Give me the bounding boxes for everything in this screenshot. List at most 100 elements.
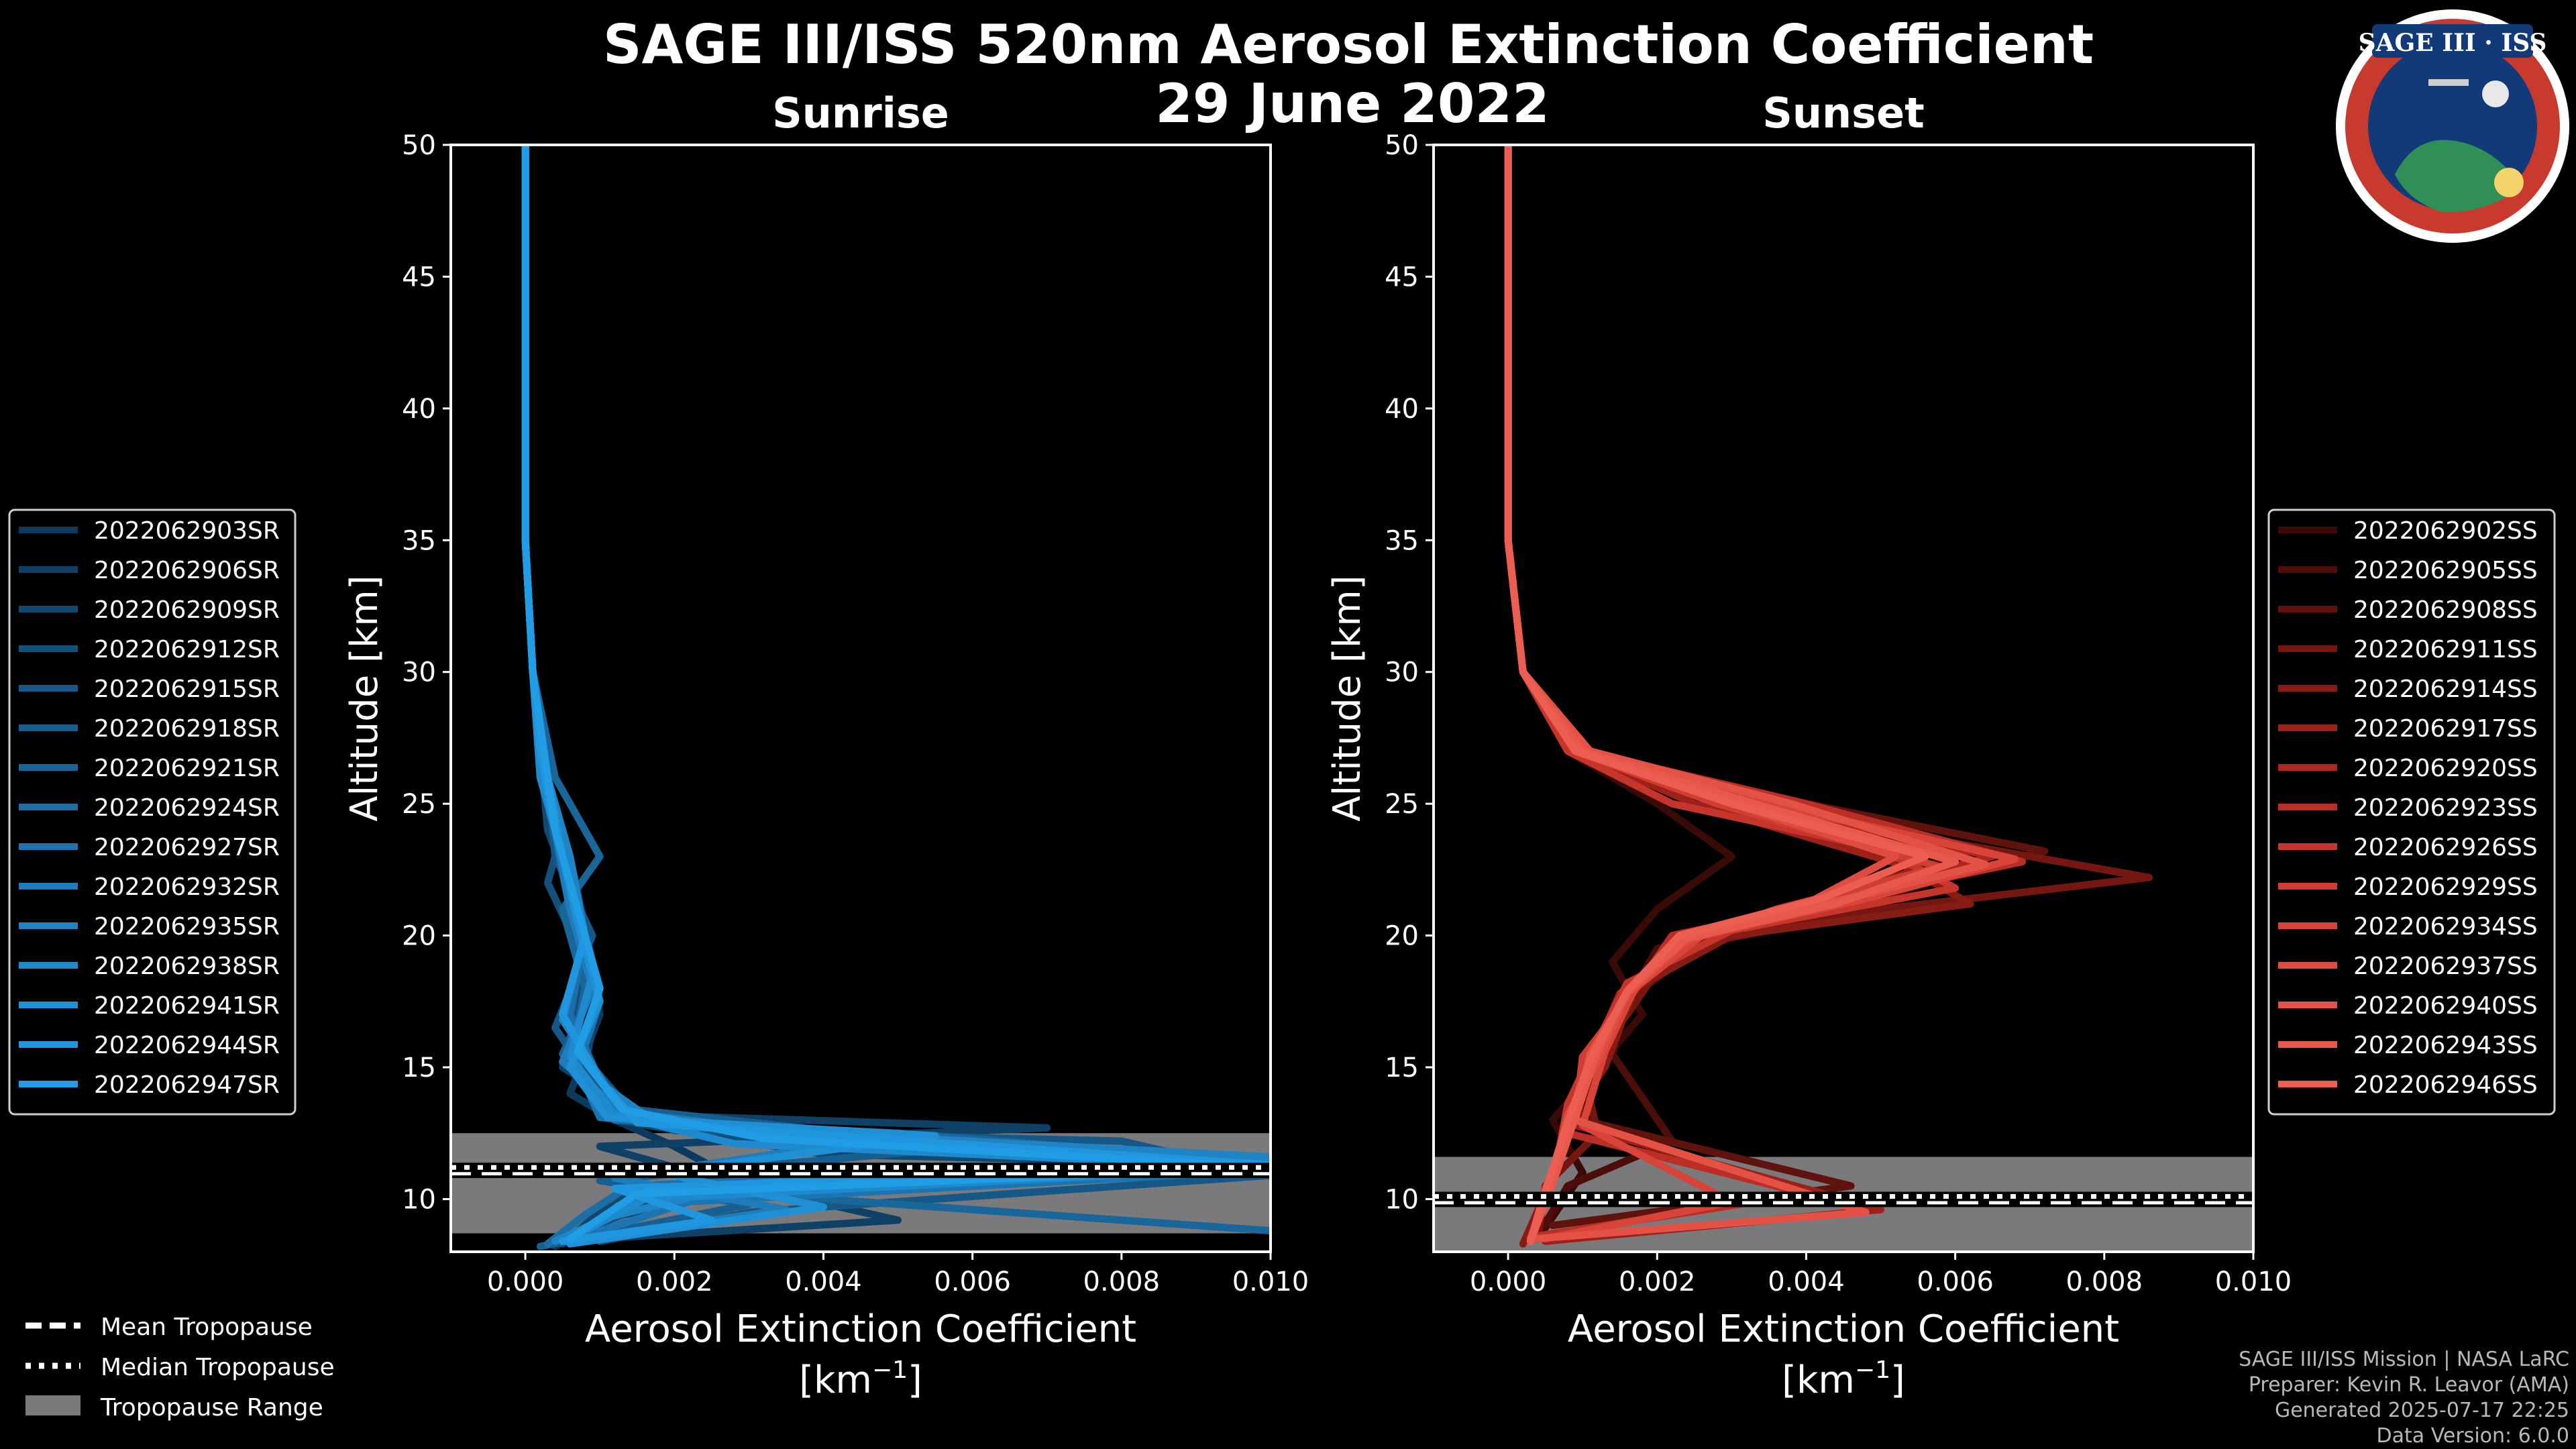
mean-tropopause-label: Mean Tropopause [101, 1313, 313, 1341]
sunset-legend-label: 2022062929SS [2353, 873, 2538, 901]
badge-banner [2372, 24, 2533, 58]
sunrise-panel: Sunrise 10 15 20 25 30 35 40 45 50 0.000 0.002 0.004… [343, 89, 1309, 1402]
sunset-legend-label: 2022062905SS [2353, 557, 2538, 584]
sunset-legend-label: 2022062908SS [2353, 596, 2538, 624]
sunset-legend-label: 2022062946SS [2353, 1071, 2538, 1099]
sunrise-xlabel-unit-base: [km [799, 1358, 872, 1402]
sunset-ytick-label: 40 [1385, 394, 1419, 425]
sunset-plot-area [1434, 145, 2253, 1252]
sunrise-legend-label: 2022062927SR [94, 834, 280, 861]
tropopause-legend: Mean Tropopause Median Tropopause Tropop… [25, 1313, 335, 1421]
sunrise-xtick-label: 0.008 [1083, 1267, 1161, 1297]
sunrise-legend-label: 2022062924SR [94, 794, 280, 822]
sunset-ytick-label: 15 [1385, 1053, 1419, 1083]
tropopause-range-label: Tropopause Range [100, 1394, 323, 1421]
sunset-xtick-label: 0.000 [1470, 1267, 1547, 1297]
sunset-ytick-label: 25 [1385, 789, 1419, 820]
sunset-xtick-label: 0.006 [1917, 1267, 1994, 1297]
badge-moon-icon [2482, 80, 2509, 107]
sunrise-subtitle: Sunrise [772, 89, 949, 138]
sunset-legend: 2022062902SS 2022062905SS 2022062908SS 2022… [2267, 508, 2556, 1116]
sunset-legend-label: 2022062917SS [2353, 715, 2538, 743]
sunset-legend-box [2267, 508, 2556, 1116]
sunset-ylabel: Altitude [km] [1326, 575, 1369, 821]
sunrise-legend-label: 2022062932SR [94, 873, 280, 901]
median-tropopause-label: Median Tropopause [101, 1354, 335, 1381]
sunrise-legend-label: 2022062912SR [94, 636, 280, 663]
sunset-xlabel-unit-close: ] [1890, 1358, 1905, 1402]
sunset-legend-label: 2022062937SS [2353, 953, 2538, 980]
footer-generated: Generated 2025-07-17 22:25 [2275, 1399, 2569, 1422]
sunset-legend-label: 2022062940SS [2353, 992, 2538, 1020]
sunrise-xlabel-unit-close: ] [908, 1358, 922, 1402]
sunrise-ytick-label: 50 [402, 130, 436, 161]
sunrise-legend-box [8, 508, 297, 1116]
sunset-legend-label: 2022062923SS [2353, 794, 2538, 822]
sunrise-legend-label: 2022062906SR [94, 557, 280, 584]
sunrise-xtick-label: 0.000 [487, 1267, 564, 1297]
sunrise-xtick-label: 0.004 [785, 1267, 862, 1297]
sunset-xtick-label: 0.002 [1619, 1267, 1696, 1297]
sunset-xtick-label: 0.008 [2066, 1267, 2143, 1297]
sunset-legend-label: 2022062914SS [2353, 676, 2538, 703]
sunset-subtitle: Sunset [1762, 89, 1925, 138]
sunrise-ylabel: Altitude [km] [343, 575, 386, 821]
sunrise-xtick-label: 0.010 [1232, 1267, 1309, 1297]
sunrise-xtick-label: 0.002 [636, 1267, 713, 1297]
footer-preparer: Preparer: Kevin R. Leavor (AMA) [2249, 1373, 2569, 1397]
sunrise-legend: 2022062903SR 2022062906SR 2022062909SR 2022… [8, 508, 297, 1116]
sunset-ytick-label: 30 [1385, 657, 1419, 688]
sunrise-legend-label: 2022062909SR [94, 596, 280, 624]
sunrise-xlabel: Aerosol Extinction Coefficient [585, 1307, 1136, 1351]
figure-title: SAGE III/ISS 520nm Aerosol Extinction Co… [603, 13, 2094, 76]
sunset-panel: Sunset 10 15 20 25 30 35 40 45 50 0.000 0.002 0.004 0… [1326, 89, 2292, 1402]
sunrise-xlabel-unit-exponent: −1 [872, 1356, 908, 1384]
footer-data-version: Data Version: 6.0.0 [2377, 1424, 2569, 1448]
sunset-legend-label: 2022062943SS [2353, 1032, 2538, 1059]
sunrise-ytick-label: 15 [402, 1053, 436, 1083]
footer-mission: SAGE III/ISS Mission | NASA LaRC [2239, 1348, 2569, 1371]
sunset-legend-label: 2022062902SS [2353, 517, 2538, 545]
sunset-xlabel-unit: [km−1] [1782, 1356, 1905, 1402]
sunset-xlabel-unit-exponent: −1 [1855, 1356, 1890, 1384]
sunrise-plot-area [451, 145, 1271, 1250]
sunrise-ytick-label: 35 [402, 525, 436, 556]
badge-title: SAGE III · ISS [2359, 29, 2547, 57]
sunset-xlabel: Aerosol Extinction Coefficient [1568, 1307, 2119, 1351]
sunset-legend-label: 2022062926SS [2353, 834, 2538, 861]
sunrise-ytick-label: 45 [402, 262, 436, 292]
sunrise-legend-label: 2022062944SR [94, 1032, 280, 1059]
sunrise-legend-label: 2022062935SR [94, 913, 280, 941]
sunset-ytick-label: 50 [1385, 130, 1419, 161]
sunrise-legend-label: 2022062947SR [94, 1071, 280, 1099]
sunset-ytick-label: 10 [1385, 1184, 1419, 1215]
sunrise-xtick-label: 0.006 [934, 1267, 1011, 1297]
sunrise-series-line-2022062947SR [521, 145, 1271, 1242]
tropopause-range-swatch [25, 1395, 80, 1415]
sunrise-legend-label: 2022062918SR [94, 715, 280, 743]
sunrise-ytick-label: 25 [402, 789, 436, 820]
sunrise-legend-label: 2022062903SR [94, 517, 280, 545]
badge-sun-icon [2494, 168, 2524, 197]
sunrise-axes-frame [449, 144, 1272, 1253]
sunrise-xlabel-unit: [km−1] [799, 1356, 922, 1402]
sunrise-ytick-label: 10 [402, 1184, 436, 1215]
sunset-legend-label: 2022062911SS [2353, 636, 2538, 663]
sunrise-legend-label: 2022062915SR [94, 676, 280, 703]
sunset-xtick-label: 0.010 [2215, 1267, 2292, 1297]
sunset-xtick-label: 0.004 [1768, 1267, 1845, 1297]
sunrise-ytick-label: 30 [402, 657, 436, 688]
footer-credits: SAGE III/ISS Mission | NASA LaRC Prepare… [2239, 1348, 2569, 1448]
sunset-axes-frame [1432, 144, 2255, 1253]
sunrise-legend-label: 2022062921SR [94, 755, 280, 782]
sunrise-ytick-label: 40 [402, 394, 436, 425]
figure-date: 29 June 2022 [1155, 72, 1550, 135]
sunset-xlabel-unit-base: [km [1782, 1358, 1855, 1402]
badge-station-icon [2428, 79, 2469, 86]
sunset-ytick-label: 20 [1385, 921, 1419, 952]
sunrise-ytick-label: 20 [402, 921, 436, 952]
badge-earth-icon [2395, 140, 2522, 213]
sunrise-legend-label: 2022062941SR [94, 992, 280, 1020]
sunset-legend-label: 2022062934SS [2353, 913, 2538, 941]
